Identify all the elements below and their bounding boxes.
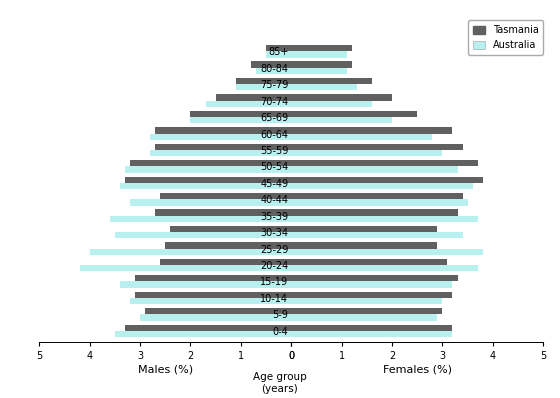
Bar bbox=[170, 226, 291, 232]
Bar bbox=[291, 111, 417, 117]
Bar bbox=[236, 78, 291, 84]
Bar bbox=[150, 133, 291, 140]
Bar bbox=[291, 226, 437, 232]
Bar bbox=[135, 275, 291, 281]
Bar bbox=[291, 193, 463, 199]
Bar bbox=[291, 94, 392, 101]
Bar bbox=[125, 177, 291, 183]
Bar bbox=[291, 84, 357, 90]
Bar bbox=[140, 314, 291, 320]
Bar bbox=[291, 166, 458, 173]
Bar bbox=[256, 68, 291, 74]
X-axis label: Females (%): Females (%) bbox=[382, 364, 452, 374]
Bar bbox=[291, 324, 452, 331]
Bar bbox=[155, 127, 291, 133]
Bar bbox=[291, 265, 478, 271]
Bar bbox=[130, 298, 291, 304]
Bar bbox=[145, 308, 291, 314]
Bar bbox=[291, 232, 463, 238]
Bar bbox=[190, 111, 291, 117]
Bar bbox=[291, 133, 432, 140]
Bar bbox=[291, 78, 372, 84]
Bar bbox=[291, 68, 347, 74]
Bar bbox=[155, 144, 291, 150]
Bar bbox=[216, 94, 291, 101]
Bar bbox=[291, 62, 352, 68]
Bar bbox=[291, 117, 392, 123]
Bar bbox=[160, 193, 291, 199]
Bar bbox=[291, 249, 483, 255]
Bar bbox=[291, 331, 452, 337]
X-axis label: Males (%): Males (%) bbox=[138, 364, 193, 374]
Bar bbox=[115, 331, 291, 337]
Bar bbox=[165, 242, 291, 249]
Bar bbox=[291, 216, 478, 222]
Bar bbox=[291, 275, 458, 281]
Bar bbox=[130, 160, 291, 166]
Bar bbox=[251, 62, 291, 68]
Bar bbox=[291, 292, 452, 298]
Bar bbox=[266, 45, 291, 51]
Bar bbox=[150, 150, 291, 156]
Bar bbox=[130, 199, 291, 205]
Bar bbox=[291, 314, 437, 320]
Bar bbox=[125, 166, 291, 173]
Bar bbox=[291, 298, 442, 304]
Bar bbox=[291, 242, 437, 249]
Bar bbox=[90, 249, 291, 255]
Bar bbox=[120, 281, 291, 288]
Bar bbox=[291, 101, 372, 107]
Bar bbox=[291, 51, 347, 58]
Legend: Tasmania, Australia: Tasmania, Australia bbox=[468, 20, 543, 55]
Bar bbox=[291, 308, 442, 314]
Bar bbox=[80, 265, 291, 271]
Bar bbox=[160, 259, 291, 265]
Bar bbox=[291, 199, 468, 205]
Bar bbox=[135, 292, 291, 298]
Bar bbox=[291, 127, 452, 133]
Bar bbox=[291, 45, 352, 51]
Bar bbox=[291, 177, 483, 183]
Text: Age group
(years): Age group (years) bbox=[253, 373, 307, 394]
Bar bbox=[291, 281, 452, 288]
Bar bbox=[291, 209, 458, 216]
Bar bbox=[291, 144, 463, 150]
Bar bbox=[190, 117, 291, 123]
Bar bbox=[291, 259, 447, 265]
Bar bbox=[125, 324, 291, 331]
Bar bbox=[236, 84, 291, 90]
Bar bbox=[206, 101, 291, 107]
Bar bbox=[266, 51, 291, 58]
Bar bbox=[120, 183, 291, 189]
Bar bbox=[291, 160, 478, 166]
Bar bbox=[291, 183, 473, 189]
Bar bbox=[155, 209, 291, 216]
Bar bbox=[110, 216, 291, 222]
Bar bbox=[115, 232, 291, 238]
Bar bbox=[291, 150, 442, 156]
